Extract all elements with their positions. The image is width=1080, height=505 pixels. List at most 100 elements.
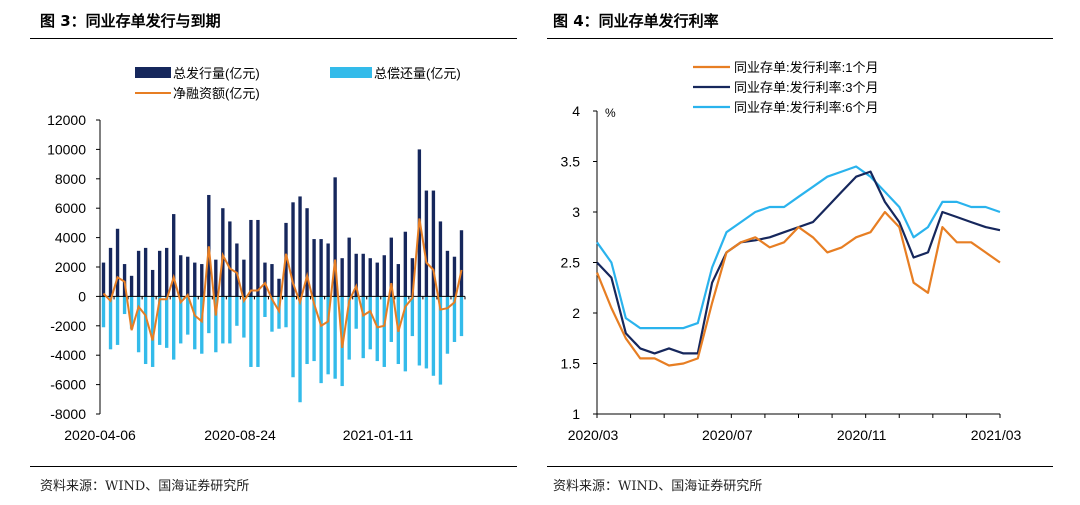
repayment-bar xyxy=(263,296,267,317)
issuance-bar xyxy=(228,221,232,297)
left-bottom-rule xyxy=(30,466,517,467)
x-tick-label: 2020/03 xyxy=(568,427,619,443)
issuance-bar xyxy=(256,219,260,297)
issuance-bar xyxy=(101,262,106,297)
issuance-bar xyxy=(108,247,113,297)
repayment-bar xyxy=(298,296,302,403)
issuance-bar xyxy=(347,237,351,297)
y-tick-label: 4000 xyxy=(55,230,86,246)
repayment-bar xyxy=(115,296,120,345)
legend-label: 同业存单:发行利率:3个月 xyxy=(734,80,878,95)
y-unit-label: % xyxy=(605,106,616,120)
repayment-bar xyxy=(157,296,162,345)
repayment-bar xyxy=(459,296,464,337)
issuance-bar xyxy=(410,258,415,297)
issuance-bar xyxy=(424,190,429,297)
issuance-bar xyxy=(375,262,379,297)
issuance-bar xyxy=(129,275,134,297)
y-tick-label: 3.5 xyxy=(561,154,581,170)
y-tick-label: 2 xyxy=(572,305,580,321)
x-tick-label: 2020-08-24 xyxy=(204,427,276,443)
issuance-maturity-chart: -8000 -6000 -4000 -2000 0 2000 4000 6000 8000 100… xyxy=(47,66,466,443)
repayment-bar xyxy=(291,296,295,378)
issuance-bar xyxy=(291,202,295,297)
repayment-bar xyxy=(129,296,134,329)
issuance-bar xyxy=(214,259,218,297)
legend-label: 总偿还量(亿元) xyxy=(374,66,461,81)
repayment-bar xyxy=(101,296,106,328)
net-financing-line xyxy=(102,218,463,349)
repayment-bar xyxy=(403,296,408,372)
issuance-bar xyxy=(459,230,464,297)
repayment-bar xyxy=(214,296,218,353)
rate-line-3m xyxy=(596,170,1001,355)
issuance-bar xyxy=(312,239,316,297)
repayment-bar xyxy=(417,296,422,366)
y-tick-label: 6000 xyxy=(55,200,86,216)
issuance-bar xyxy=(305,208,309,297)
issuance-bar xyxy=(172,214,176,297)
repayment-bar xyxy=(228,296,232,344)
repayment-bar xyxy=(319,296,323,384)
y-tick-label: 12000 xyxy=(47,112,86,128)
repayment-bar xyxy=(375,296,379,362)
repayment-bar xyxy=(150,296,155,367)
legend-label: 净融资额(亿元) xyxy=(173,86,260,101)
repayment-bar xyxy=(410,296,415,337)
repayment-bar xyxy=(108,296,113,350)
issuance-bar xyxy=(445,250,450,297)
issuance-bar xyxy=(368,258,372,297)
y-tick-label: 4 xyxy=(572,103,580,119)
repayment-bar xyxy=(172,296,176,360)
repayment-bar xyxy=(382,296,386,367)
left-chart-title: 图 3：同业存单发行与到期 xyxy=(40,12,221,30)
repayment-bar xyxy=(284,296,288,328)
right-chart-title: 图 4：同业存单发行利率 xyxy=(553,12,719,30)
y-tick-label: 3 xyxy=(572,204,580,220)
issuance-bar xyxy=(207,194,211,297)
y-tick-label: 2.5 xyxy=(561,255,581,271)
issuance-bar xyxy=(452,256,457,297)
x-tick-label: 2020/07 xyxy=(702,427,753,443)
repayment-bar xyxy=(186,296,190,335)
issuance-bar xyxy=(431,190,436,297)
repayment-bar xyxy=(333,296,337,379)
issuance-bar xyxy=(389,237,393,297)
repayment-bar xyxy=(270,296,274,332)
repayment-bar xyxy=(347,296,351,360)
issuance-bar xyxy=(333,177,337,297)
x-tick-label: 2021-01-11 xyxy=(343,427,414,443)
repayment-bar xyxy=(368,296,372,350)
issuance-bar xyxy=(270,264,274,297)
issuance-bar xyxy=(361,253,365,297)
y-tick-label: -4000 xyxy=(50,347,86,363)
left-source-note: 资料来源：WIND、国海证券研究所 xyxy=(40,479,250,494)
legend-swatch xyxy=(135,67,171,78)
issuance-bar xyxy=(186,256,190,297)
y-tick-label: -8000 xyxy=(50,406,86,422)
repayment-bar xyxy=(256,296,260,367)
issuance-bar xyxy=(326,243,330,297)
issuance-rate-chart: 1 1.5 2 2.5 3 3.5 4 % 2020/03 2020/07 2020/11 2021/… xyxy=(561,60,1022,443)
issuance-bar xyxy=(164,247,169,297)
legend-label: 同业存单:发行利率:6个月 xyxy=(734,100,878,115)
issuance-bar xyxy=(438,221,443,297)
x-tick-label: 2020-04-06 xyxy=(64,427,136,443)
issuance-bar xyxy=(115,228,120,297)
issuance-bar xyxy=(221,208,225,297)
repayment-bar xyxy=(122,296,127,315)
y-tick-label: 1.5 xyxy=(561,356,581,372)
issuance-bar xyxy=(235,243,239,297)
repayment-bar xyxy=(452,296,457,342)
issuance-bar xyxy=(136,250,141,297)
y-tick-label: 1 xyxy=(572,406,580,422)
y-tick-label: 2000 xyxy=(55,259,86,275)
repayment-bar xyxy=(200,296,204,354)
issuance-bar xyxy=(319,239,323,297)
y-tick-label: 8000 xyxy=(55,171,86,187)
repayment-bar xyxy=(249,296,253,367)
y-tick-label: -2000 xyxy=(50,318,86,334)
repayment-bar xyxy=(207,296,211,334)
repayment-bar xyxy=(136,296,141,353)
